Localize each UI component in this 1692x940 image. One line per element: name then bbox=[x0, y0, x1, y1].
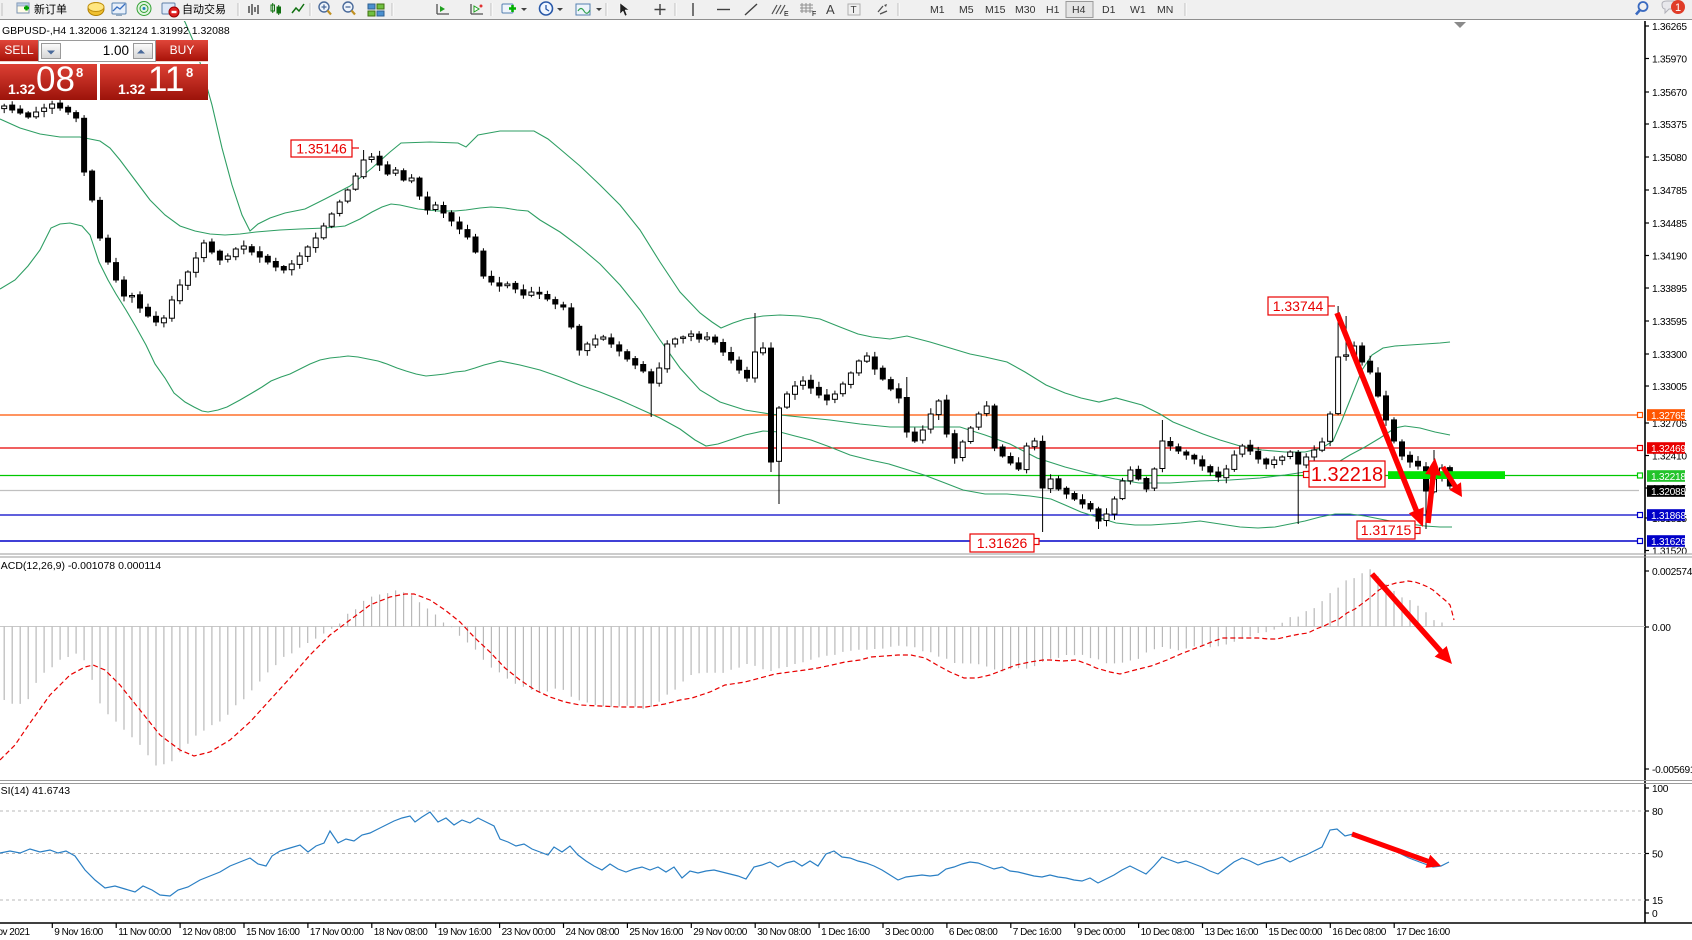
svg-text:1.33300: 1.33300 bbox=[1652, 350, 1687, 361]
svg-text:1.32469: 1.32469 bbox=[1651, 444, 1686, 455]
svg-text:1.35080: 1.35080 bbox=[1652, 153, 1687, 164]
svg-text:30 Nov 08:00: 30 Nov 08:00 bbox=[757, 927, 811, 938]
svg-text:1.33895: 1.33895 bbox=[1652, 284, 1687, 295]
svg-text:19 Nov 16:00: 19 Nov 16:00 bbox=[438, 927, 492, 938]
svg-text:M5: M5 bbox=[959, 4, 974, 16]
svg-text:0.00: 0.00 bbox=[1652, 623, 1671, 634]
svg-text:1.33005: 1.33005 bbox=[1652, 382, 1687, 393]
svg-text:0: 0 bbox=[1652, 909, 1658, 920]
svg-text:D1: D1 bbox=[1102, 4, 1116, 16]
svg-text:新订单: 新订单 bbox=[34, 2, 67, 16]
svg-text:1.35375: 1.35375 bbox=[1652, 120, 1687, 131]
svg-text:1.32705: 1.32705 bbox=[1652, 419, 1687, 430]
svg-text:1.34485: 1.34485 bbox=[1652, 219, 1687, 230]
svg-text:1.35970: 1.35970 bbox=[1652, 55, 1687, 66]
svg-text:H1: H1 bbox=[1046, 4, 1060, 16]
svg-text:1.32218: 1.32218 bbox=[1311, 464, 1383, 486]
svg-text:0.002574: 0.002574 bbox=[1652, 567, 1692, 578]
svg-text:1.33744: 1.33744 bbox=[1273, 298, 1324, 314]
svg-text:1.31520: 1.31520 bbox=[1652, 547, 1687, 558]
svg-text:1.35146: 1.35146 bbox=[296, 141, 347, 157]
svg-text:6 Dec 08:00: 6 Dec 08:00 bbox=[949, 927, 998, 938]
svg-text:RSI(14) 41.6743: RSI(14) 41.6743 bbox=[0, 785, 70, 797]
svg-text:15: 15 bbox=[1652, 896, 1663, 907]
svg-text:17 Dec 16:00: 17 Dec 16:00 bbox=[1396, 927, 1450, 938]
svg-text:F: F bbox=[812, 11, 816, 18]
svg-text:16 Dec 08:00: 16 Dec 08:00 bbox=[1332, 927, 1386, 938]
svg-text:13 Dec 16:00: 13 Dec 16:00 bbox=[1205, 927, 1259, 938]
svg-text:1.35670: 1.35670 bbox=[1652, 88, 1687, 99]
svg-text:18 Nov 08:00: 18 Nov 08:00 bbox=[374, 927, 428, 938]
svg-text:M1: M1 bbox=[930, 4, 945, 16]
svg-text:1.31868: 1.31868 bbox=[1651, 511, 1686, 522]
svg-text:15 Dec 00:00: 15 Dec 00:00 bbox=[1268, 927, 1322, 938]
svg-text:1.31626: 1.31626 bbox=[1651, 537, 1686, 548]
svg-text:9 Nov 16:00: 9 Nov 16:00 bbox=[54, 927, 103, 938]
svg-text:E: E bbox=[784, 11, 789, 18]
svg-text:24 Nov 08:00: 24 Nov 08:00 bbox=[566, 927, 620, 938]
svg-text:1.32218: 1.32218 bbox=[1651, 472, 1686, 483]
svg-text:1: 1 bbox=[1675, 2, 1681, 14]
svg-text:H4: H4 bbox=[1072, 4, 1086, 16]
svg-text:1.32410: 1.32410 bbox=[1652, 452, 1687, 463]
svg-text:M30: M30 bbox=[1015, 4, 1036, 16]
svg-text:11 Nov 00:00: 11 Nov 00:00 bbox=[118, 927, 172, 938]
svg-text:1.33595: 1.33595 bbox=[1652, 317, 1687, 328]
svg-text:50: 50 bbox=[1652, 850, 1663, 861]
svg-text:7 Dec 16:00: 7 Dec 16:00 bbox=[1013, 927, 1062, 938]
svg-text:29 Nov 00:00: 29 Nov 00:00 bbox=[693, 927, 747, 938]
svg-text:1.34190: 1.34190 bbox=[1652, 252, 1687, 263]
svg-text:GBPUSD-,H4 1.32006 1.32124 1.: GBPUSD-,H4 1.32006 1.32124 1.31992 1.320… bbox=[2, 25, 230, 37]
svg-text:1.36265: 1.36265 bbox=[1652, 22, 1687, 33]
svg-text:MACD(12,26,9) -0.001078 0.0001: MACD(12,26,9) -0.001078 0.000114 bbox=[0, 560, 161, 572]
svg-text:1.31715: 1.31715 bbox=[1361, 522, 1412, 538]
svg-text:M15: M15 bbox=[985, 4, 1006, 16]
svg-text:8 Nov 2021: 8 Nov 2021 bbox=[0, 927, 30, 938]
svg-text:25 Nov 16:00: 25 Nov 16:00 bbox=[629, 927, 683, 938]
svg-text:80: 80 bbox=[1652, 807, 1663, 818]
svg-text:A: A bbox=[826, 2, 835, 17]
svg-text:9 Dec 00:00: 9 Dec 00:00 bbox=[1077, 927, 1126, 938]
svg-text:T: T bbox=[851, 5, 857, 16]
svg-text:1.34785: 1.34785 bbox=[1652, 186, 1687, 197]
svg-text:15 Nov 16:00: 15 Nov 16:00 bbox=[246, 927, 300, 938]
svg-text:W1: W1 bbox=[1130, 4, 1146, 16]
svg-text:1.31626: 1.31626 bbox=[977, 535, 1028, 551]
svg-text:1 Dec 16:00: 1 Dec 16:00 bbox=[821, 927, 870, 938]
svg-text:17 Nov 00:00: 17 Nov 00:00 bbox=[310, 927, 364, 938]
svg-text:12 Nov 08:00: 12 Nov 08:00 bbox=[182, 927, 236, 938]
svg-text:自动交易: 自动交易 bbox=[182, 2, 226, 16]
svg-text:3 Dec 00:00: 3 Dec 00:00 bbox=[885, 927, 934, 938]
svg-text:-0.005691: -0.005691 bbox=[1652, 765, 1692, 776]
svg-text:MN: MN bbox=[1157, 4, 1173, 16]
svg-text:10 Dec 08:00: 10 Dec 08:00 bbox=[1141, 927, 1195, 938]
svg-text:100: 100 bbox=[1652, 784, 1669, 795]
svg-text:1.32088: 1.32088 bbox=[1651, 487, 1686, 498]
svg-text:1.32765: 1.32765 bbox=[1651, 411, 1686, 422]
svg-text:23 Nov 00:00: 23 Nov 00:00 bbox=[502, 927, 556, 938]
